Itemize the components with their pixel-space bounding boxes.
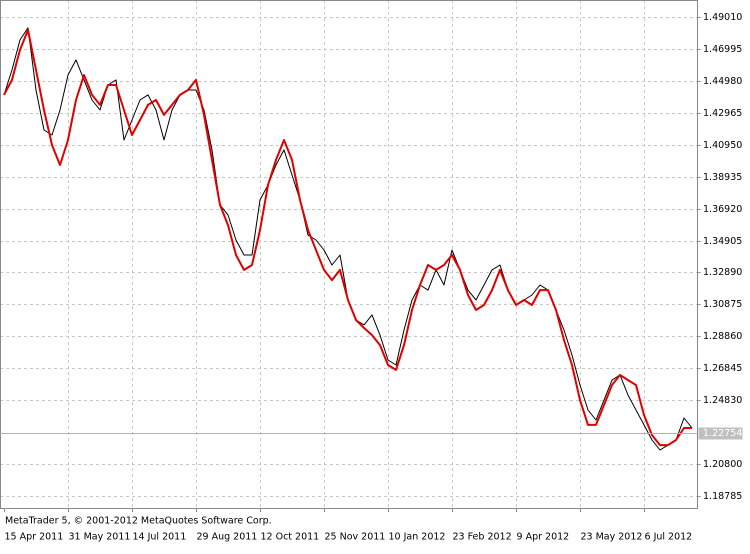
- current-price-label: 1.22754: [703, 428, 742, 439]
- y-tick-label: 1.24830: [703, 395, 742, 406]
- x-tick-label: 29 Aug 2011: [197, 532, 258, 543]
- x-tick-label: 25 Nov 2011: [325, 532, 386, 543]
- y-tick-label: 1.34905: [703, 236, 742, 247]
- y-tick-label: 1.18785: [703, 491, 742, 502]
- footer: MetaTrader 5, © 2001-2012 MetaQuotes Sof…: [5, 516, 272, 527]
- x-tick-label: 23 Feb 2012: [453, 532, 512, 543]
- price-line: [3, 29, 692, 447]
- y-tick-label: 1.28860: [703, 331, 742, 342]
- y-tick-label: 1.42965: [703, 108, 742, 119]
- y-tick-label: 1.26845: [703, 363, 742, 374]
- y-tick-label: 1.20800: [703, 459, 742, 470]
- y-tick-label: 1.40950: [703, 140, 742, 151]
- x-tick-label: 15 Apr 2011: [5, 532, 64, 543]
- x-tick-label: 9 Apr 2012: [517, 532, 570, 543]
- x-tick-label: 23 May 2012: [581, 532, 643, 543]
- y-tick-label: 1.32890: [703, 267, 742, 278]
- y-tick-label: 1.36920: [703, 204, 742, 215]
- current-price-box: [698, 427, 743, 440]
- x-tick-label: 14 Jul 2011: [133, 532, 187, 543]
- y-tick-label: 1.46995: [703, 44, 742, 55]
- y-tick-label: 1.49010: [703, 12, 742, 23]
- y-tick-label: 1.38935: [703, 172, 742, 183]
- x-tick-label: 6 Jul 2012: [645, 532, 693, 543]
- y-tick-label: 1.44980: [703, 76, 742, 87]
- plot: [3, 27, 693, 451]
- grid: [0, 0, 698, 508]
- y-tick-label: 1.30875: [703, 299, 742, 310]
- x-tick-label: 10 Jan 2012: [389, 532, 446, 543]
- plot-frame: [0, 0, 698, 509]
- x-tick-label: 31 May 2011: [69, 532, 131, 543]
- x-tick-label: 12 Oct 2011: [261, 532, 320, 543]
